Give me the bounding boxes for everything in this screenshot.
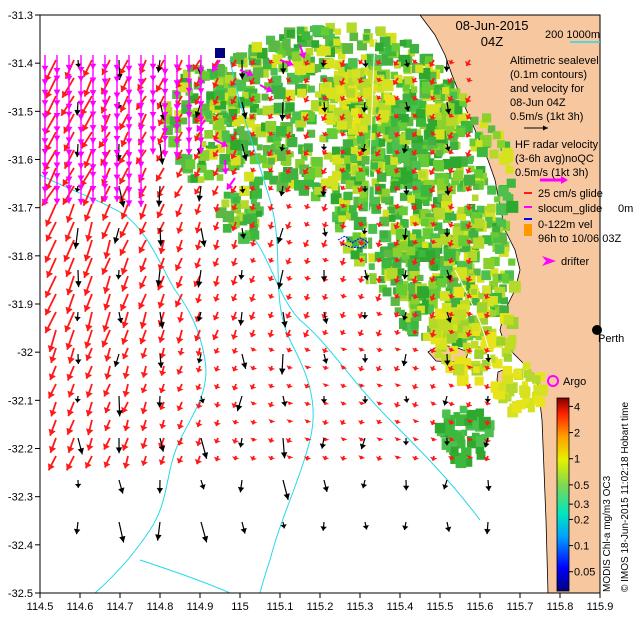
colorbar-gradient (556, 397, 570, 592)
lat-tick-label: -31.9 (8, 299, 33, 311)
glider-surface-label: 25 cm/s glide (538, 188, 603, 200)
lon-tick-label: 115.7 (507, 601, 534, 613)
glider-name-label: slocum_glide (538, 203, 602, 215)
glider-legend: 25 cm/s glide slocum_glide 0m 0-122m vel… (524, 188, 633, 268)
lat-tick-label: -31.8 (8, 251, 33, 263)
map-time: 04Z (481, 34, 503, 49)
lon-tick-label: 115.2 (307, 601, 334, 613)
lon-tick-label: 114.8 (147, 601, 174, 613)
lat-tick-label: -32.5 (8, 588, 33, 600)
lon-tick-label: 115.4 (387, 601, 414, 613)
lat-tick-label: -32.4 (8, 540, 33, 552)
lat-tick-label: -32.2 (8, 444, 33, 456)
colorbar-tick-label: 0.05 (574, 567, 595, 579)
altimetry-line-4: 08-Jun 04Z (510, 97, 566, 109)
hf-line-2: (3-6h avg)noQC (515, 153, 594, 165)
lat-tick-label: -31.5 (8, 106, 33, 118)
colorbar-tick-label: 0.2 (574, 514, 589, 526)
chlorophyll-colorbar: 4 2 1 0.5 0.3 0.2 0.1 0.05 (556, 397, 595, 592)
colorbar-tick-label: 0.1 (574, 541, 589, 553)
lon-tick-label: 115 (231, 601, 249, 613)
lat-tick-label: -32 (17, 347, 33, 359)
colorbar-tick-label: 1 (574, 454, 580, 466)
colorbar-tick-label: 2 (574, 428, 580, 440)
bathymetry-depths-label: 200 1000m (545, 29, 600, 41)
glider-track (337, 235, 369, 249)
altimetry-legend: Altimetric sealevel (0.1m contours) and … (510, 55, 599, 131)
hf-radar-legend: HF radar velocity (3-6h avg)noQC 0.5m/s … (515, 139, 599, 184)
lat-tick-label: -31.4 (8, 58, 33, 70)
altimetry-line-5: 0.5m/s (1kt 3h) (510, 111, 583, 123)
colorbar-ticks: 4 2 1 0.5 0.3 0.2 0.1 0.05 (569, 401, 595, 579)
colorbar-tick-label: 4 (574, 401, 580, 413)
lat-tick-label: -32.1 (8, 395, 33, 407)
longitude-axis: 114.5 114.6 114.7 114.8 114.9 115 115.1 115.2 11… (27, 593, 614, 613)
latitude-axis: -31.3 -31.4 -31.5 -31.6 -31.7 -31.8 -31.9 -32 -3… (8, 10, 40, 600)
altimetry-line-2: (0.1m contours) (510, 69, 587, 81)
lon-tick-label: 114.6 (67, 601, 94, 613)
map-date: 08-Jun-2015 (456, 18, 529, 33)
lon-tick-label: 115.5 (427, 601, 454, 613)
lat-tick-label: -31.3 (8, 10, 33, 22)
lon-tick-label: 114.5 (27, 601, 54, 613)
colorbar-tick-label: 0.3 (574, 499, 589, 511)
glider-depth-range-label: 0-122m vel (538, 219, 592, 231)
perth-label: Perth (598, 333, 624, 345)
drifter-label: drifter (561, 256, 589, 268)
credit-label: © IMOS 18-Jun-2015 11:02:18 Hobart time (620, 402, 631, 592)
argo-marker (547, 375, 559, 387)
altimetry-line-1: Altimetric sealevel (510, 55, 599, 67)
lon-tick-label: 115.3 (347, 601, 374, 613)
hf-line-1: HF radar velocity (515, 139, 599, 151)
lon-tick-label: 115.1 (267, 601, 294, 613)
lat-tick-label: -31.7 (8, 203, 33, 215)
hf-line-3: 0.5m/s (1kt 3h) (515, 167, 588, 179)
glider-depth-label: 0m (618, 203, 633, 215)
glider-velocity-arrows (41, 44, 307, 207)
lon-tick-label: 114.9 (187, 601, 214, 613)
drifter-legend-icon (542, 256, 556, 266)
lon-tick-label: 115.8 (547, 601, 574, 613)
altimetry-line-3: and velocity for (510, 83, 584, 95)
glider-period-label: 96h to 10/06 03Z (538, 233, 621, 245)
sealevel-contours (367, 39, 493, 371)
argo-label: Argo (563, 376, 586, 388)
perth-marker (592, 325, 602, 335)
colorbar-tick-label: 0.5 (574, 480, 589, 492)
lon-tick-label: 115.6 (467, 601, 494, 613)
hf-radar-arrows (41, 58, 492, 471)
lat-tick-label: -31.6 (8, 155, 33, 167)
lat-tick-label: -32.3 (8, 492, 33, 504)
plot-area (40, 15, 600, 593)
lon-tick-label: 114.7 (107, 601, 134, 613)
colorbar-label: MODIS Chl-a mg/m3 OC3 (602, 475, 613, 592)
altimetry-arrows (73, 59, 492, 543)
lon-tick-label: 115.9 (587, 601, 614, 613)
